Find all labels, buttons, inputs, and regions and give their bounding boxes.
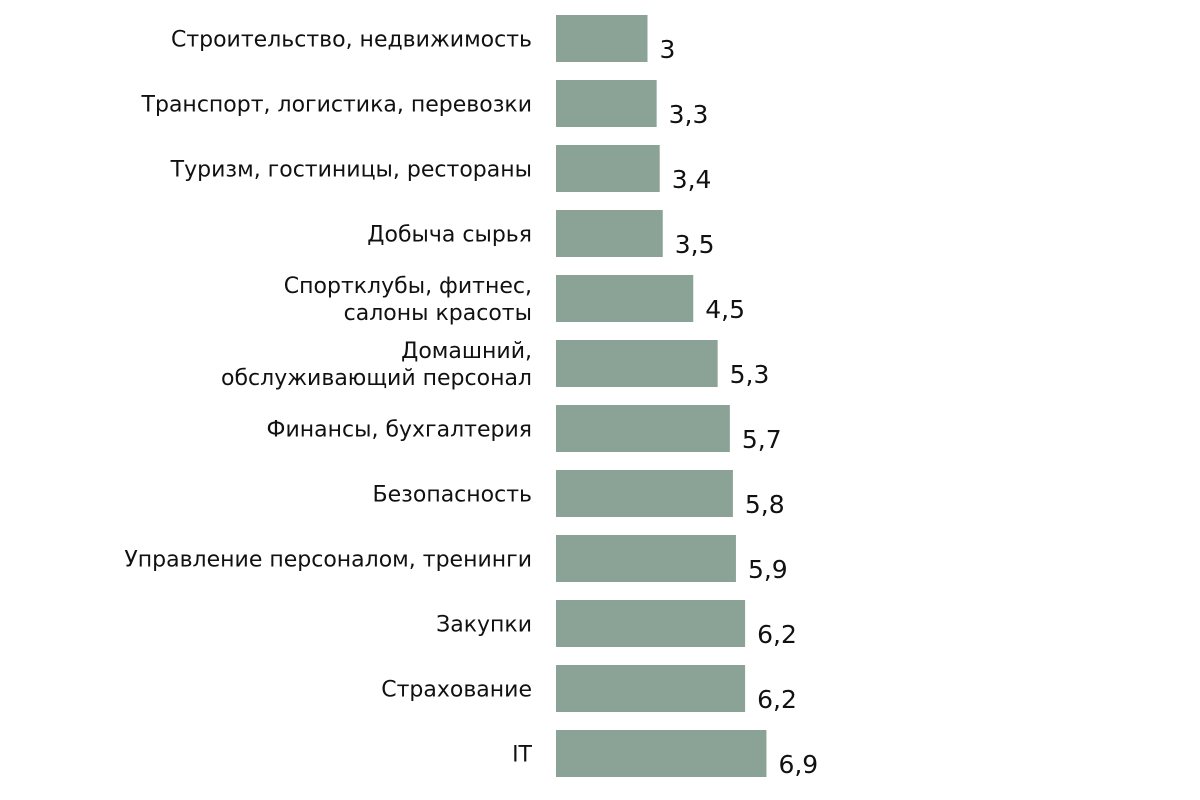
category-label: Финансы, бухгалтерия — [267, 418, 533, 443]
bar — [556, 275, 694, 322]
value-label: 6,9 — [778, 750, 818, 779]
category-label: Закупки — [436, 613, 532, 638]
bar — [556, 405, 730, 452]
bar — [556, 600, 746, 647]
value-label: 5,8 — [745, 490, 785, 519]
value-label: 4,5 — [705, 295, 745, 324]
bar — [556, 535, 736, 582]
category-label: Домашний, — [401, 339, 532, 364]
category-label: Добыча сырья — [367, 223, 532, 248]
value-label: 3 — [660, 35, 676, 64]
bar — [556, 470, 733, 517]
value-label: 6,2 — [757, 620, 797, 649]
category-label: Безопасность — [373, 483, 532, 508]
category-label: салоны красоты — [344, 301, 532, 326]
value-label: 5,7 — [742, 425, 782, 454]
category-label: Туризм, гостиницы, рестораны — [170, 158, 532, 183]
bar — [556, 15, 648, 62]
value-label: 6,2 — [757, 685, 797, 714]
category-label: Управление персоналом, тренинги — [124, 548, 532, 573]
value-label: 3,4 — [672, 165, 712, 194]
category-label: IT — [512, 743, 532, 768]
bar — [556, 145, 660, 192]
category-label: Транспорт, логистика, перевозки — [141, 93, 532, 118]
value-label: 5,9 — [748, 555, 788, 584]
bar — [556, 210, 663, 257]
bar — [556, 80, 657, 127]
category-label: Строительство, недвижимость — [171, 28, 532, 53]
value-label: 3,5 — [675, 230, 715, 259]
bar — [556, 730, 767, 777]
bar — [556, 665, 746, 712]
category-label: Спортклубы, фитнес, — [284, 274, 532, 299]
value-label: 5,3 — [730, 360, 770, 389]
value-label: 3,3 — [669, 100, 709, 129]
bar — [556, 340, 718, 387]
category-label: Страхование — [381, 678, 532, 703]
category-label: обслуживающий персонал — [221, 366, 532, 391]
